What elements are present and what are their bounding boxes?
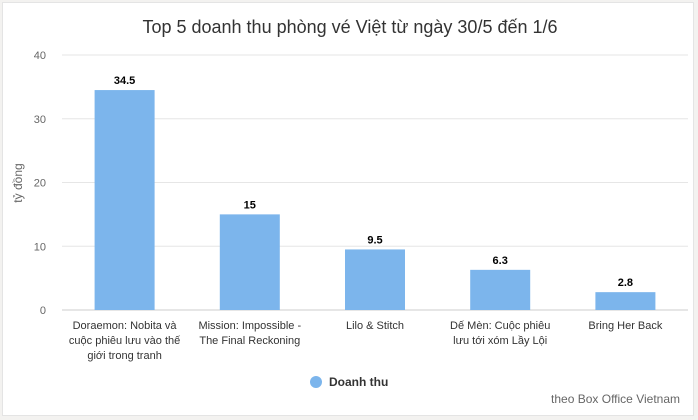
x-tick-label: Lilo & Stitch	[346, 320, 404, 332]
x-tick-label: giới trong tranh	[87, 350, 161, 362]
grid-layer: 0 10 20 30 40	[34, 50, 688, 317]
data-label: 15	[244, 199, 256, 211]
x-tick-label: Dế Mèn: Cuộc phiêu	[450, 320, 550, 332]
bar[interactable]	[595, 292, 656, 310]
x-tick-label: lưu tới xóm Lầy Lội	[453, 335, 547, 347]
y-tick-label: 0	[40, 305, 46, 317]
data-label: 2.8	[618, 277, 633, 289]
bar[interactable]	[94, 90, 155, 310]
y-tick-label: 20	[34, 178, 46, 190]
data-label: 9.5	[367, 234, 382, 246]
bars-layer: 34.5 Doraemon: Nobita và cuộc phiêu lưu và…	[69, 75, 663, 362]
legend-label: Doanh thu	[329, 375, 388, 389]
x-tick-label: The Final Reckoning	[199, 335, 300, 347]
data-label: 6.3	[493, 255, 508, 267]
bar[interactable]	[345, 249, 405, 310]
legend[interactable]: Doanh thu	[310, 375, 388, 389]
legend-marker	[310, 376, 322, 388]
x-tick-label: Doraemon: Nobita và	[73, 320, 178, 332]
chart-title: Top 5 doanh thu phòng vé Việt từ ngày 30…	[142, 17, 557, 37]
bar[interactable]	[219, 214, 280, 310]
bar[interactable]	[470, 269, 531, 310]
x-tick-label: Mission: Impossible -	[198, 320, 301, 332]
y-tick-label: 40	[34, 50, 46, 62]
y-tick-label: 10	[34, 241, 46, 253]
data-label: 34.5	[114, 75, 135, 87]
y-tick-label: 30	[34, 114, 46, 126]
x-tick-label: Bring Her Back	[588, 320, 662, 332]
y-axis-label: tỷ đồng	[11, 163, 25, 202]
source-note: theo Box Office Vietnam	[551, 392, 680, 406]
x-tick-label: cuộc phiêu lưu vào thế	[69, 335, 180, 347]
